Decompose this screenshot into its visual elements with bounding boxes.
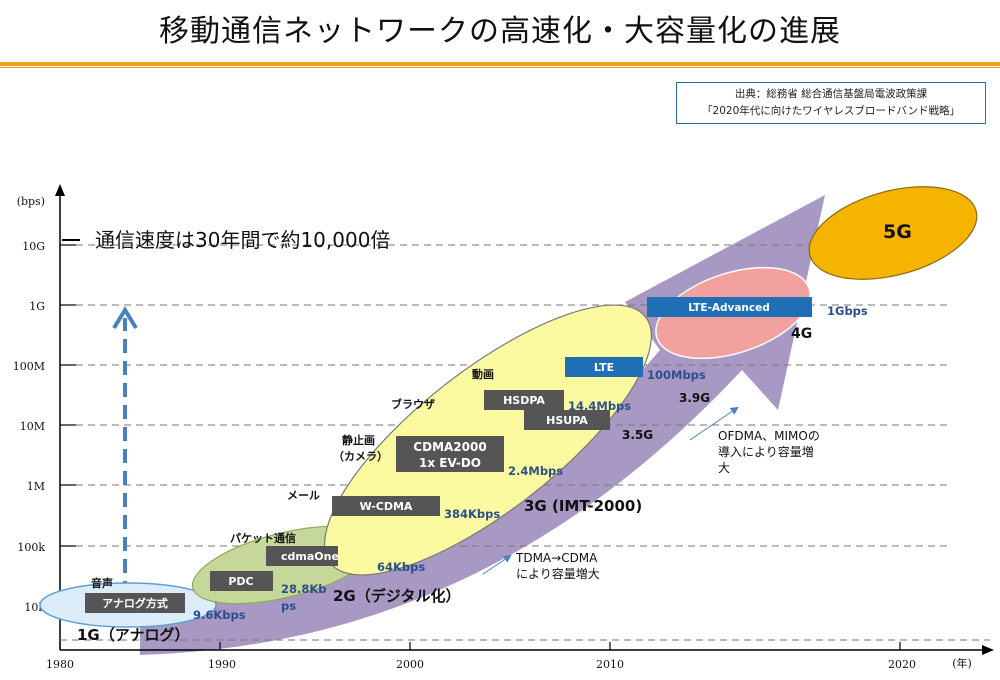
y-tick-100m: 100M [13, 360, 45, 373]
box-analog [85, 593, 185, 613]
box-lte [565, 357, 643, 377]
headline: 通信速度は30年間で約10,000倍 [95, 228, 390, 252]
speed-28-8-ps: ps [281, 599, 296, 613]
box-cdma2000 [396, 436, 504, 472]
box-pdc [210, 571, 273, 591]
note-ofdma-line3: 大 [718, 461, 730, 475]
speed-9-6kbps: 9.6Kbps [193, 608, 246, 622]
service-photo: 静止画 [342, 433, 375, 447]
x-tick-1980: 1980 [46, 658, 74, 671]
label-hsdpa: HSDPA [503, 394, 545, 407]
label-lte: LTE [594, 361, 614, 374]
y-axis-arrowhead [55, 184, 65, 196]
speed-1gbps: 1Gbps [827, 304, 868, 318]
source-line-2: 「2020年代に向けたワイヤレスブロードバンド戦略」 [702, 105, 960, 117]
y-tick-10m: 10M [20, 420, 45, 433]
gen-3-9g: 3.9G [679, 391, 710, 405]
page-title: 移動通信ネットワークの高速化・大容量化の進展 [159, 14, 841, 49]
service-mail: メール [287, 489, 320, 502]
label-wcdma: W-CDMA [360, 500, 413, 513]
speed-14-4mbps: 14.4Mbps [568, 399, 631, 413]
label-lte-advanced: LTE-Advanced [688, 302, 770, 314]
source-box: 出典：総務省 総合通信基盤局電波政策課 「2020年代に向けたワイヤレスブロード… [676, 82, 986, 124]
gen-4g: 4G [791, 326, 812, 342]
y-ticks [60, 244, 76, 607]
label-analog: アナログ方式 [102, 596, 168, 610]
gen-3-5g: 3.5G [622, 428, 653, 442]
label-hsupa: HSUPA [546, 414, 588, 427]
note-arrow-ofdma [689, 406, 739, 441]
x-ticks [59, 642, 901, 650]
note-tdma-line2: により容量増大 [516, 566, 600, 581]
x-tick-2010: 2010 [596, 658, 624, 671]
title-rule-thin [0, 67, 1000, 68]
growth-arrowhead [112, 306, 138, 330]
label-cdmaone: cdmaOne [281, 550, 339, 563]
ellipse-5g [808, 186, 978, 280]
y-tick-10g: 10G [22, 240, 45, 253]
gen-2g: 2G（デジタル化） [333, 587, 460, 605]
box-wcdma [332, 496, 440, 516]
speed-28-8kb: 28.8Kb [281, 582, 327, 596]
label-1x-evdo: 1x EV-DO [419, 456, 481, 470]
x-tick-1990: 1990 [208, 658, 236, 671]
note-tdma-line1: TDMA→CDMA [515, 551, 598, 565]
speed-2-4mbps: 2.4Mbps [508, 464, 563, 478]
speed-64kbps: 64Kbps [377, 560, 425, 574]
x-tick-2000: 2000 [396, 658, 424, 671]
box-lte-advanced [647, 297, 812, 317]
source-line-1: 出典：総務省 総合通信基盤局電波政策課 [734, 88, 928, 100]
y-tick-1m: 1M [27, 480, 45, 493]
speed-100mbps: 100Mbps [647, 368, 706, 382]
y-tick-100k: 100k [17, 541, 45, 554]
note-ofdma-line1: OFDMA、MIMOの [718, 429, 820, 443]
title-rule [0, 62, 1000, 66]
note-ofdma-line2: 導入により容量増 [718, 444, 814, 459]
box-hsdpa [484, 390, 564, 410]
x-tick-2020: 2020 [888, 658, 916, 671]
service-voice: 音声 [91, 576, 113, 590]
y-unit-label: (bps) [17, 195, 45, 208]
box-hsupa [524, 410, 610, 430]
x-axis-arrowhead [982, 645, 994, 655]
speed-384kbps: 384Kbps [444, 507, 500, 521]
x-unit-label: (年) [952, 656, 972, 670]
label-pdc: PDC [228, 575, 253, 588]
service-packet: パケット通信 [230, 531, 296, 545]
box-cdmaone [266, 546, 338, 566]
gen-5g: 5G [883, 221, 912, 243]
service-browser: ブラウザ [391, 397, 435, 411]
service-photo-camera: （カメラ） [333, 450, 388, 463]
gen-3g: 3G (IMT-2000) [524, 497, 642, 515]
gen-1g: 1G（アナログ） [77, 626, 189, 644]
label-cdma2000: CDMA2000 [413, 440, 486, 454]
service-video: 動画 [472, 367, 494, 381]
y-tick-1g: 1G [29, 300, 45, 313]
note-arrow-tdma [482, 554, 512, 575]
